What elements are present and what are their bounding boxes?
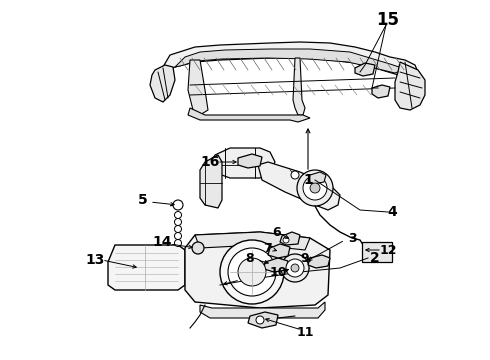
Polygon shape: [293, 58, 305, 115]
Circle shape: [228, 248, 276, 296]
Circle shape: [174, 219, 181, 225]
Polygon shape: [264, 258, 288, 272]
Circle shape: [291, 264, 299, 272]
Polygon shape: [200, 302, 325, 318]
Text: 11: 11: [296, 325, 314, 338]
Polygon shape: [185, 232, 330, 308]
Text: 5: 5: [138, 193, 148, 207]
Text: 2: 2: [370, 251, 380, 265]
Polygon shape: [395, 62, 425, 110]
Circle shape: [174, 225, 181, 233]
Text: 6: 6: [273, 225, 281, 238]
Text: 4: 4: [387, 205, 397, 219]
Text: 10: 10: [269, 266, 287, 279]
Text: 3: 3: [348, 231, 356, 244]
Polygon shape: [268, 244, 290, 258]
Polygon shape: [188, 108, 310, 122]
Text: 7: 7: [263, 242, 271, 255]
Circle shape: [174, 233, 181, 239]
Polygon shape: [308, 172, 326, 184]
Circle shape: [286, 259, 304, 277]
Circle shape: [283, 237, 289, 243]
Circle shape: [303, 176, 327, 200]
Polygon shape: [195, 232, 310, 250]
Circle shape: [256, 316, 264, 324]
Polygon shape: [208, 148, 275, 178]
Circle shape: [220, 240, 284, 304]
Circle shape: [174, 211, 181, 219]
Polygon shape: [200, 155, 222, 208]
Polygon shape: [280, 232, 300, 245]
Polygon shape: [238, 154, 262, 168]
Circle shape: [173, 200, 183, 210]
Circle shape: [291, 171, 299, 179]
Polygon shape: [150, 65, 175, 102]
Polygon shape: [160, 42, 418, 78]
Circle shape: [297, 170, 333, 206]
Polygon shape: [248, 312, 278, 328]
Text: 13: 13: [85, 253, 105, 267]
Text: 16: 16: [200, 155, 220, 169]
Circle shape: [281, 254, 309, 282]
Polygon shape: [258, 162, 340, 210]
Polygon shape: [175, 49, 405, 73]
Text: 9: 9: [301, 252, 309, 265]
Circle shape: [192, 242, 204, 254]
Polygon shape: [308, 255, 330, 268]
Text: 14: 14: [152, 235, 172, 249]
Text: 1: 1: [303, 173, 313, 187]
Polygon shape: [372, 85, 390, 98]
Circle shape: [174, 239, 181, 247]
Text: 8: 8: [245, 252, 254, 265]
Bar: [362, 242, 392, 262]
Circle shape: [238, 258, 266, 286]
Polygon shape: [188, 60, 208, 115]
Text: 15: 15: [376, 11, 399, 29]
Polygon shape: [108, 245, 185, 290]
Circle shape: [310, 183, 320, 193]
Text: 12: 12: [379, 243, 397, 256]
Polygon shape: [355, 63, 375, 76]
